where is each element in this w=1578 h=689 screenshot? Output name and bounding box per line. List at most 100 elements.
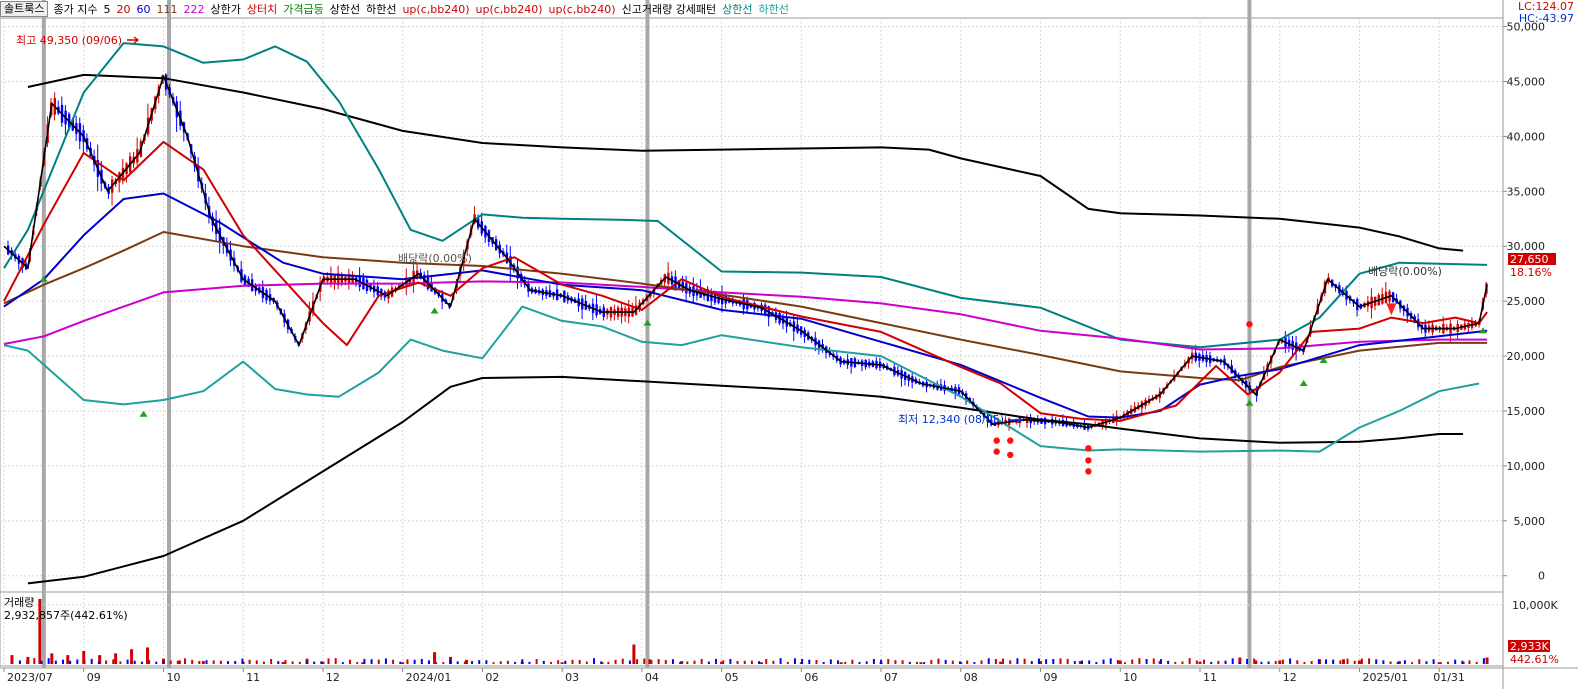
volume-bar — [442, 662, 445, 664]
legend-item[interactable]: 신고거래량 강세패턴 — [621, 3, 717, 16]
volume-bar — [966, 660, 969, 664]
volume-bar — [887, 659, 890, 664]
volume-bar — [632, 644, 636, 664]
volume-bar — [973, 662, 976, 664]
volume-bar — [148, 660, 151, 664]
volume-bar — [413, 659, 416, 664]
volume-bar — [1095, 661, 1098, 664]
volume-bar — [851, 659, 854, 664]
volume-bar — [177, 660, 181, 664]
legend-item[interactable]: 상한선 — [329, 3, 361, 16]
legend-item[interactable]: up(c,bb240) — [475, 3, 543, 16]
ma-period-5[interactable]: 5 — [103, 2, 111, 16]
volume-bar — [1198, 661, 1202, 664]
volume-bar — [980, 660, 983, 664]
volume-bar — [1432, 659, 1435, 664]
x-tick-label: 10 — [166, 671, 180, 684]
volume-bar — [433, 652, 437, 664]
y-tick-label: 0 — [1538, 570, 1545, 583]
legend-item[interactable]: 상한가 — [210, 3, 241, 16]
volume-bar — [1439, 662, 1442, 664]
volume-bar — [212, 660, 215, 664]
volume-bar — [1253, 658, 1256, 664]
volume-bar — [234, 661, 237, 664]
legend-item[interactable]: up(c,bb240) — [548, 3, 616, 16]
x-tick-label: 2025/01 — [1362, 671, 1408, 684]
surge-up-arrow-icon — [1479, 327, 1488, 334]
volume-bar — [1238, 657, 1242, 664]
surge-up-arrow-icon — [643, 319, 652, 326]
down-arrow-icon — [1386, 303, 1397, 316]
legend-item[interactable]: 상터치 — [246, 3, 278, 16]
volume-bar — [1002, 658, 1005, 664]
volume-bar — [201, 661, 205, 664]
legend-item[interactable]: 하한선 — [758, 3, 789, 16]
x-tick-label: 09 — [87, 671, 101, 684]
volume-bar — [90, 658, 93, 664]
x-tick-label: 09 — [1044, 671, 1058, 684]
volume-bar — [693, 660, 696, 664]
volume-bar — [994, 659, 997, 664]
volume-bar — [284, 660, 287, 664]
volume-bar — [779, 658, 782, 664]
volume-bar — [1403, 660, 1406, 664]
volume-bar — [1116, 660, 1119, 664]
volume-bar — [1167, 660, 1170, 664]
legend-item[interactable]: 가격급등 — [283, 3, 324, 16]
last-price-change: 18.16% — [1510, 266, 1552, 279]
y-tick-label: 25,000 — [1507, 295, 1546, 308]
volume-bar — [281, 661, 285, 664]
volume-bar — [1159, 659, 1162, 664]
volume-bar — [600, 661, 603, 664]
volume-bar — [356, 662, 359, 664]
legend-item[interactable]: 하한선 — [366, 3, 397, 16]
volume-bar — [720, 661, 724, 664]
volume-bar — [1468, 660, 1471, 664]
ma-period-222[interactable]: 222 — [183, 2, 205, 16]
volume-bar — [1418, 659, 1421, 664]
volume-bar — [1174, 661, 1177, 664]
volume-bar — [1274, 661, 1277, 664]
volume-bar — [1030, 661, 1033, 664]
volume-bar — [858, 662, 861, 664]
volume-bar — [112, 659, 115, 664]
volume-bar — [1039, 661, 1043, 664]
volume-bar — [593, 658, 596, 664]
volume-bar — [528, 661, 531, 664]
volume-bar — [750, 660, 753, 664]
y-tick-label: 45,000 — [1507, 76, 1546, 89]
volume-bar — [506, 660, 509, 664]
volume-bar — [499, 661, 502, 664]
volume-bar — [1202, 659, 1205, 664]
volume-bar — [915, 661, 918, 664]
volume-bar — [471, 661, 474, 664]
volume-bar — [435, 662, 438, 664]
volume-bar — [1278, 660, 1282, 664]
volume-bar — [1368, 658, 1371, 664]
volume-bar — [679, 662, 682, 664]
x-tick-label: 04 — [645, 671, 659, 684]
x-tick-label: 11 — [246, 671, 260, 684]
legend-item[interactable]: up(c,bb240) — [402, 3, 470, 16]
series-line-ma5 — [3, 75, 1488, 429]
ma-period-20[interactable]: 20 — [116, 2, 131, 16]
volume-bar — [585, 661, 588, 664]
volume-bar — [758, 661, 761, 664]
ma-period-111[interactable]: 111 — [156, 2, 178, 16]
volume-bar — [1396, 662, 1399, 664]
limit-dot-icon — [1007, 451, 1014, 459]
last-volume-value: 2,933K — [1510, 640, 1549, 653]
limit-dot-icon — [993, 437, 1000, 444]
volume-bar — [1437, 662, 1441, 664]
volume-bar — [564, 660, 567, 664]
ticker-label[interactable]: 솔트룩스 — [0, 1, 49, 17]
volume-bar — [1073, 661, 1076, 664]
volume-bar — [1397, 661, 1401, 664]
volume-bar — [349, 659, 352, 664]
legend-item[interactable]: 상한선 — [722, 3, 753, 16]
high-arrow-icon — [127, 36, 140, 44]
volume-bar — [1009, 660, 1012, 664]
ratio-annotation-left: 배당락(0.00%) — [398, 252, 472, 265]
x-tick-label: 2024/01 — [406, 671, 452, 684]
ma-period-60[interactable]: 60 — [136, 2, 151, 16]
